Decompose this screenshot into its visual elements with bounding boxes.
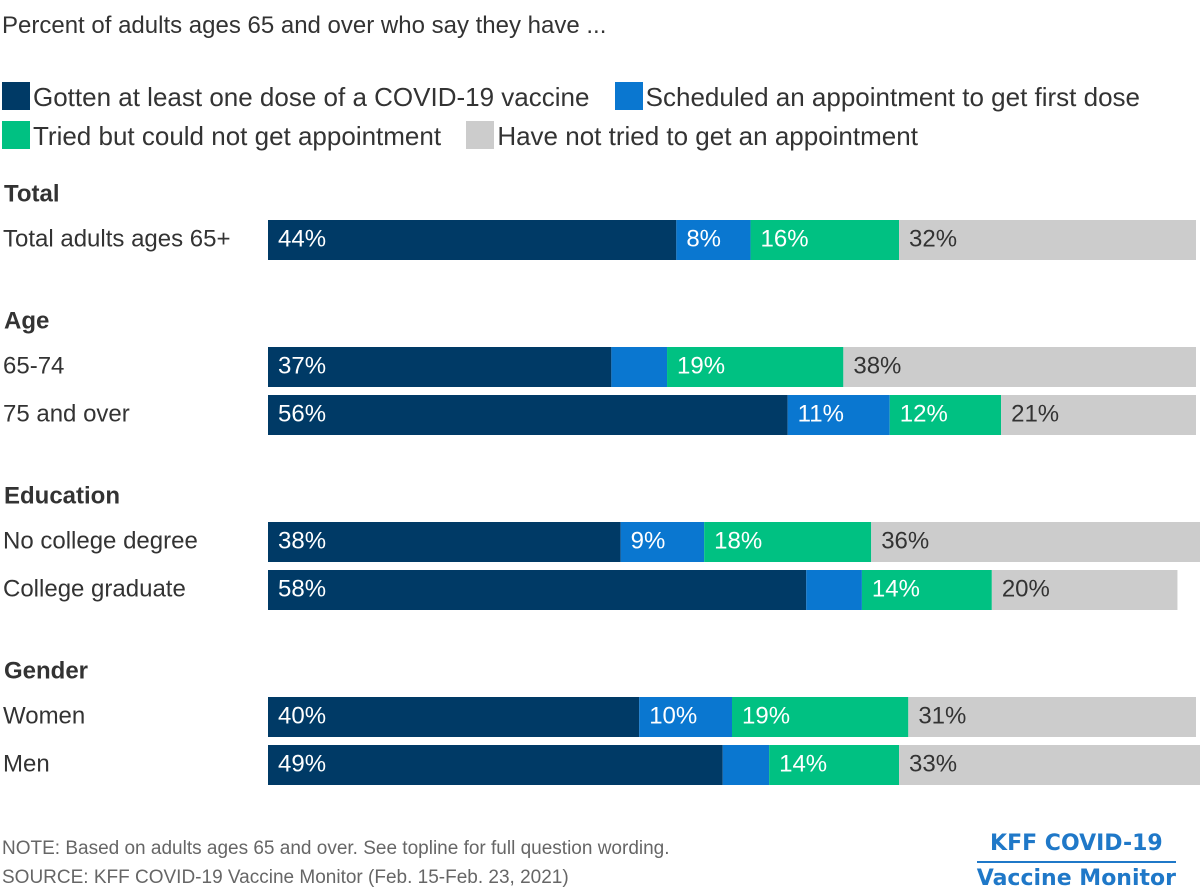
row-label-no-college-degree: No college degree (3, 527, 198, 554)
bar-women-s0 (268, 697, 640, 737)
legend-item-gotten-dose: Gotten at least one dose of a COVID-19 v… (2, 82, 589, 112)
bar-men-s1 (722, 745, 770, 785)
bar-women-s3 (908, 697, 1196, 737)
bar-65-74-s1 (611, 347, 668, 387)
bar-men-s0 (268, 745, 723, 785)
data-label-no-college-degree-s3: 36% (881, 527, 929, 554)
row-label-total-adults-ages-65: Total adults ages 65+ (3, 225, 231, 252)
row-label-women: Women (3, 702, 85, 729)
bar-75-and-over-s2 (889, 395, 1002, 435)
bar-75-and-over-s0 (268, 395, 788, 435)
bar-total-adults-ages-65-s2 (750, 220, 900, 260)
kff-brand-logo: KFF COVID-19 Vaccine Monitor (976, 828, 1176, 895)
data-label-women-s1: 10% (649, 702, 697, 729)
row-label-men: Men (3, 750, 50, 777)
bar-65-74-s3 (843, 347, 1196, 387)
legend-swatch-scheduled (614, 82, 643, 110)
chart-subtitle: Percent of adults ages 65 and over who s… (2, 12, 607, 39)
bar-65-74-s2 (667, 347, 844, 387)
bar-college-graduate-s1 (806, 570, 862, 610)
brand-line-2: Vaccine Monitor (976, 866, 1176, 891)
data-label-no-college-degree-s1: 9% (631, 527, 666, 554)
bar-men-s2 (769, 745, 900, 785)
bar-total-adults-ages-65-s1 (676, 220, 751, 260)
stacked-bar-chart: Total Total adults ages 65+ 44% 8% 16% 32% Age… (3, 180, 1200, 785)
bar-college-graduate-s2 (861, 570, 992, 610)
row-label-65-74: 65-74 (3, 352, 64, 379)
group-heading-education: Education (4, 482, 120, 509)
data-label-65-74-s0: 37% (278, 352, 326, 379)
footer-note: NOTE: Based on adults ages 65 and over. … (2, 838, 670, 859)
bar-no-college-degree-s1 (620, 522, 705, 562)
data-label-65-74-s3: 38% (853, 352, 901, 379)
data-label-no-college-degree-s0: 38% (278, 527, 326, 554)
data-label-total-adults-ages-65-s0: 44% (278, 225, 326, 252)
data-label-75-and-over-s0: 56% (278, 400, 326, 427)
legend-label-scheduled: Scheduled an appointment to get first do… (645, 82, 1141, 112)
data-label-75-and-over-s3: 21% (1011, 400, 1059, 427)
legend-item-not-tried: Have not tried to get an appointment (466, 121, 918, 151)
bar-college-graduate-s0 (268, 570, 807, 610)
bar-women-s1 (639, 697, 732, 737)
data-label-women-s0: 40% (278, 702, 326, 729)
bar-no-college-degree-s3 (871, 522, 1200, 562)
legend-label-gotten-dose: Gotten at least one dose of a COVID-19 v… (33, 82, 590, 112)
data-label-65-74-s2: 19% (677, 352, 725, 379)
data-label-total-adults-ages-65-s1: 8% (686, 225, 721, 252)
bar-75-and-over-s3 (1001, 395, 1196, 435)
legend-label-tried: Tried but could not get appointment (33, 121, 442, 151)
legend-label-not-tried: Have not tried to get an appointment (497, 121, 918, 151)
legend-swatch-tried (2, 121, 30, 149)
group-heading-age: Age (4, 307, 49, 334)
data-label-women-s3: 31% (918, 702, 966, 729)
legend-swatch-not-tried (466, 121, 495, 149)
data-label-men-s0: 49% (278, 750, 326, 777)
legend-swatch-gotten-dose (2, 82, 30, 110)
bar-college-graduate-s3 (991, 570, 1178, 610)
data-label-75-and-over-s2: 12% (900, 400, 948, 427)
bar-65-74-s0 (268, 347, 612, 387)
row-label-75-and-over: 75 and over (3, 400, 130, 427)
chart-legend: Gotten at least one dose of a COVID-19 v… (2, 78, 1192, 156)
legend-item-scheduled: Scheduled an appointment to get first do… (614, 82, 1141, 112)
group-heading-total: Total (4, 180, 60, 207)
data-label-women-s2: 19% (742, 702, 790, 729)
data-label-total-adults-ages-65-s2: 16% (761, 225, 809, 252)
footer-source: SOURCE: KFF COVID-19 Vaccine Monitor (Fe… (2, 867, 569, 888)
bar-men-s3 (899, 745, 1200, 785)
bar-total-adults-ages-65-s0 (268, 220, 677, 260)
data-label-men-s3: 33% (909, 750, 957, 777)
data-label-no-college-degree-s2: 18% (714, 527, 762, 554)
bar-women-s2 (732, 697, 909, 737)
data-label-college-graduate-s0: 58% (278, 575, 326, 602)
data-label-college-graduate-s2: 14% (872, 575, 920, 602)
data-label-college-graduate-s3: 20% (1002, 575, 1050, 602)
brand-line-1: KFF COVID-19 (976, 828, 1176, 863)
bar-no-college-degree-s0 (268, 522, 621, 562)
data-label-75-and-over-s1: 11% (798, 400, 844, 427)
bar-75-and-over-s1 (787, 395, 890, 435)
bar-total-adults-ages-65-s3 (899, 220, 1196, 260)
legend-item-tried: Tried but could not get appointment (2, 121, 441, 151)
row-label-college-graduate: College graduate (3, 575, 186, 602)
data-label-total-adults-ages-65-s3: 32% (909, 225, 957, 252)
group-heading-gender: Gender (4, 657, 88, 684)
bar-no-college-degree-s2 (704, 522, 872, 562)
data-label-men-s2: 14% (779, 750, 827, 777)
